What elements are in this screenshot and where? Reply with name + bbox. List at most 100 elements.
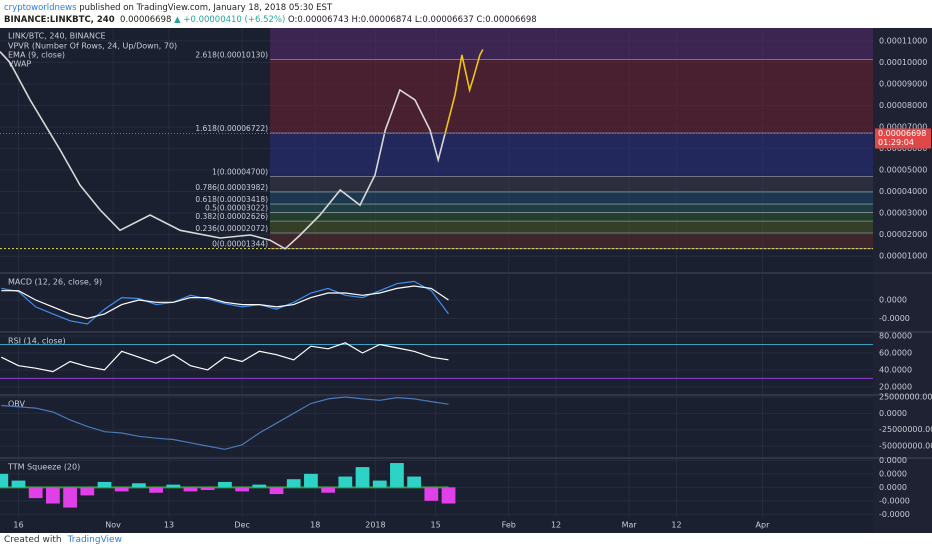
y-tick-label: 60.0000 — [879, 348, 912, 357]
y-tick-label: 0.00005000 — [879, 166, 927, 175]
published: published on TradingView.com, January 18… — [79, 3, 333, 13]
histogram-bar — [286, 479, 301, 488]
histogram-bar — [235, 487, 249, 492]
histogram-bar — [28, 487, 43, 499]
x-tick-label: 16 — [13, 521, 23, 530]
fib-label: 0.618(0.00003418) — [195, 195, 268, 204]
histogram-bar — [372, 480, 387, 488]
last-price-box — [875, 128, 931, 149]
header: cryptoworldnews published on TradingView… — [0, 0, 932, 28]
histogram-bar — [200, 487, 215, 491]
fib-band — [270, 28, 873, 60]
fib-label: 0.236(0.00002072) — [195, 224, 268, 233]
histogram-bar — [183, 487, 198, 492]
chart: 16 Nov 13 Dec 18 2018 15 Feb 12 Mar 12 Apr 0.0000100… — [0, 28, 932, 533]
last-price-label: 0.00006698 — [878, 129, 926, 138]
y-tick-label: 0.0000 — [879, 295, 907, 304]
series-line — [1, 342, 449, 373]
ohlc: O:0.00006743 H:0.00006874 L:0.00006637 C… — [288, 15, 537, 25]
y-tick-label: 0.0000 — [879, 469, 907, 478]
header-line: cryptoworldnews published on TradingView… — [4, 2, 928, 14]
series-line — [1, 280, 449, 325]
fib-band — [270, 191, 873, 205]
y-tick-label: -50000000.0000 — [879, 442, 932, 451]
histogram-bar — [0, 473, 9, 488]
y-tick-label: 20.0000 — [879, 382, 912, 391]
panel-title: OBV — [8, 400, 26, 409]
panel-title: MACD (12, 26, close, 9) — [8, 278, 102, 287]
y-tick-label: 0.0000 — [879, 483, 907, 492]
histogram-bar — [218, 481, 232, 488]
x-tick-label: 15 — [431, 521, 441, 530]
fib-label: 1(0.00004700) — [212, 167, 268, 176]
brand[interactable]: TradingView — [67, 535, 122, 545]
y-tick-label: 0.00002000 — [879, 230, 927, 239]
fib-band — [270, 212, 873, 222]
histogram-bar — [269, 487, 284, 495]
y-tick-label: 0.0000 — [879, 456, 907, 465]
histogram-bar — [338, 476, 353, 488]
footer: Created with TradingView — [0, 533, 932, 550]
histogram-bar — [304, 473, 318, 488]
panel-title: TTM Squeeze (20) — [7, 463, 80, 472]
fib-band — [270, 233, 873, 249]
histogram-bar — [114, 487, 129, 492]
y-tick-label: 0.00008000 — [879, 101, 927, 110]
histogram-bar — [132, 483, 146, 488]
x-tick-label: Dec — [234, 521, 249, 530]
x-tick-label: Mar — [622, 521, 638, 530]
y-tick-label: -0.0000 — [879, 496, 910, 505]
price: 0.00006698 — [120, 15, 172, 25]
y-tick-label: 25000000.0000 — [879, 392, 932, 401]
fib-band — [270, 133, 873, 177]
histogram-bar — [46, 487, 60, 504]
author[interactable]: cryptoworldnews — [4, 3, 77, 13]
y-tick-label: 0.00007000 — [879, 122, 927, 131]
series-line — [0, 51, 446, 250]
price-axis — [873, 28, 932, 533]
panel-title: LINK/BTC, 240, BINANCE — [8, 32, 106, 41]
series-line — [1, 396, 449, 450]
fib-band — [270, 204, 873, 213]
x-tick-label: 12 — [551, 521, 561, 530]
x-tick-label: 12 — [671, 521, 681, 530]
x-tick-label: Apr — [756, 521, 771, 530]
fib-band — [270, 59, 873, 134]
histogram-bar — [166, 484, 181, 488]
indicator-label: VWAP — [8, 60, 31, 69]
y-tick-label: -0.0000 — [879, 510, 910, 519]
fib-band — [270, 221, 873, 234]
fib-label: 0(0.00001344) — [212, 240, 268, 249]
y-tick-label: 40.0000 — [879, 365, 912, 374]
fib-label: 0.5(0.00003022) — [205, 204, 268, 213]
histogram-bar — [424, 487, 439, 501]
y-tick-label: 0.00004000 — [879, 187, 927, 196]
histogram-bar — [97, 481, 112, 488]
y-tick-label: 0.00003000 — [879, 209, 927, 218]
x-tick-label: Nov — [105, 521, 121, 530]
series-line — [444, 49, 484, 134]
histogram-bar — [355, 467, 370, 488]
series-line — [1, 285, 449, 320]
change: ▲ +0.00000410 (+6.52%) — [174, 15, 286, 25]
y-tick-label: 0.00009000 — [879, 79, 927, 88]
y-tick-label: 0.00006000 — [879, 144, 927, 153]
y-tick-label: 0.00001000 — [879, 252, 927, 261]
histogram-bar — [11, 480, 26, 488]
x-tick-label: 13 — [164, 521, 174, 530]
panel-title: RSI (14, close) — [8, 337, 66, 346]
x-tick-label: Feb — [502, 521, 516, 530]
fib-label: 1.618(0.00006722) — [195, 124, 268, 133]
histogram-bar — [252, 484, 267, 488]
x-tick-label: 2018 — [365, 521, 385, 530]
indicator-label: EMA (9, close) — [8, 51, 65, 60]
symbol: BINANCE:LINKBTC, 240 — [4, 15, 115, 25]
fib-label: 2.618(0.00010130) — [195, 51, 268, 60]
y-tick-label: 0.00011000 — [879, 36, 927, 45]
histogram-bar — [407, 476, 422, 488]
y-tick-label: 80.0000 — [879, 332, 912, 341]
histogram-bar — [149, 487, 163, 493]
histogram-bar — [441, 487, 456, 504]
y-tick-label: -0.0000 — [879, 314, 910, 323]
x-tick-label: 18 — [310, 521, 320, 530]
